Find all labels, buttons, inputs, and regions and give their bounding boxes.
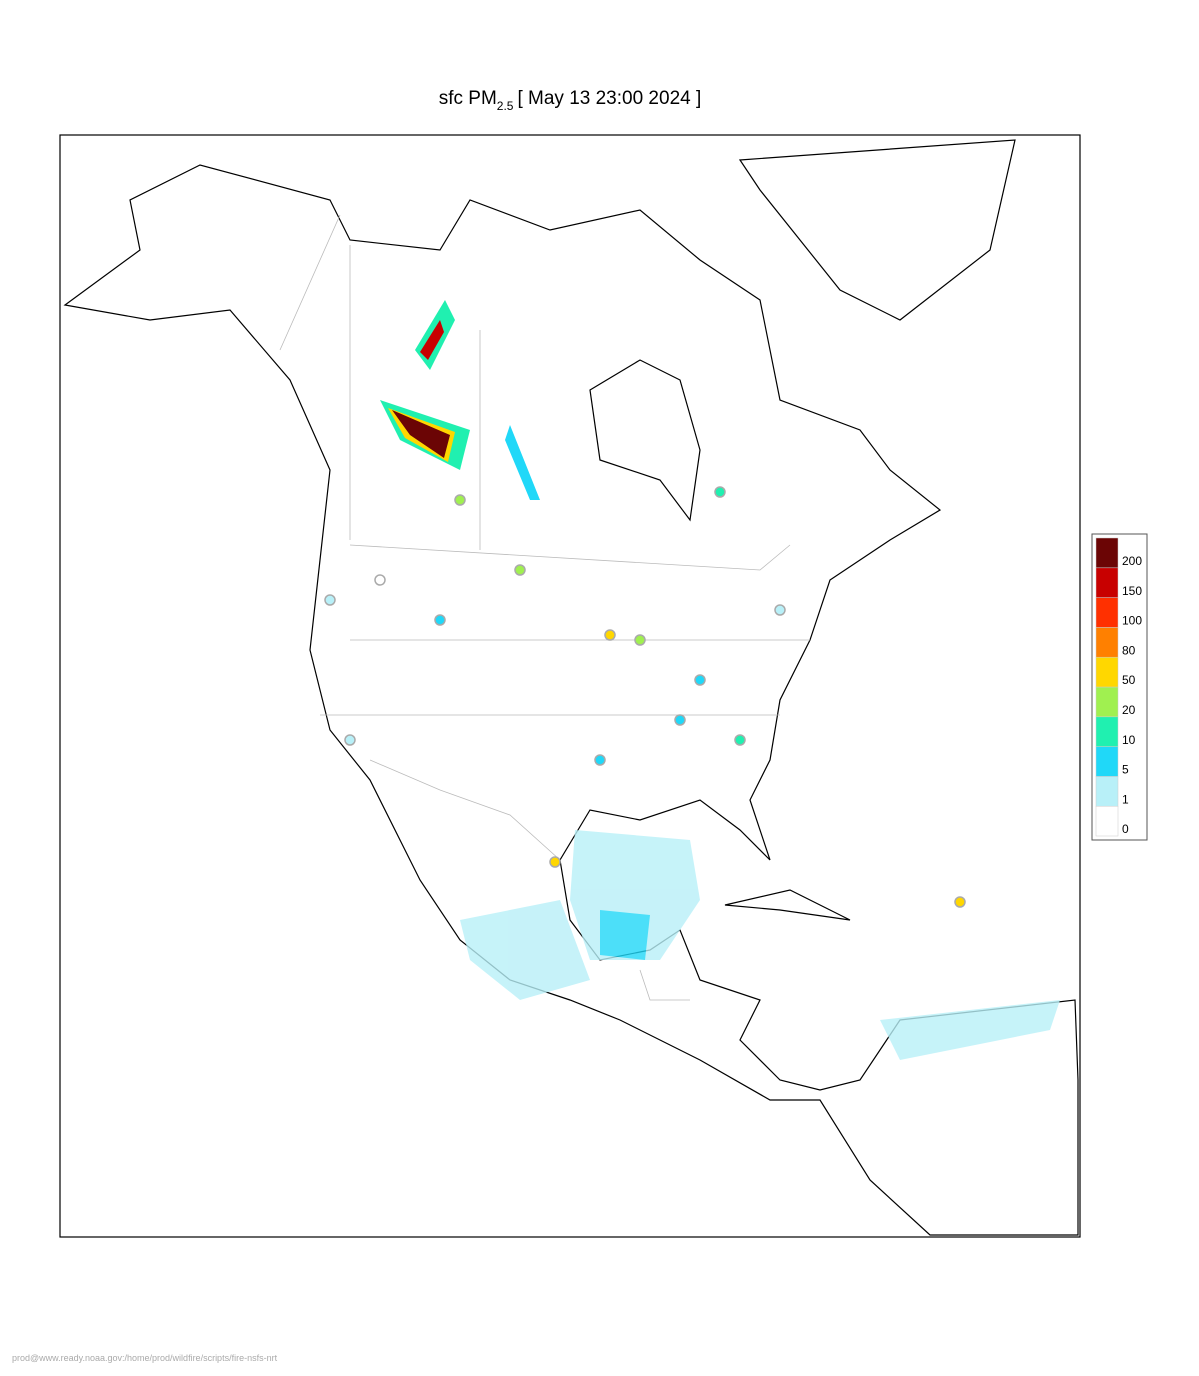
colorbar-label: 200 <box>1122 554 1142 568</box>
colorbar-box <box>1095 776 1119 807</box>
colorbar-box <box>1095 567 1119 598</box>
colorbar-label: 1 <box>1122 792 1129 806</box>
greenland <box>738 139 1016 321</box>
colorbar-box <box>1095 597 1119 628</box>
colorbar-box <box>1095 686 1119 718</box>
smoke-plume <box>380 300 540 500</box>
hudson-bay <box>589 359 701 522</box>
footer-path: prod@www.ready.noaa.gov:/home/prod/wildf… <box>12 1353 278 1363</box>
borders <box>279 214 810 1001</box>
colorbar-label: 0 <box>1122 822 1129 836</box>
haze <box>460 830 1060 1060</box>
map-title: sfc PM2.5[ May 13 23:00 2024 ] <box>439 88 702 113</box>
colorbar-label: 5 <box>1122 763 1129 777</box>
colorbar-label: 150 <box>1122 584 1142 598</box>
colorbar-label: 100 <box>1122 614 1142 628</box>
stations <box>324 486 966 908</box>
colorbar-label: 10 <box>1122 733 1136 747</box>
title-subscript: 2.5 <box>497 99 514 113</box>
title-suffix: [ May 13 23:00 2024 ] <box>517 88 701 109</box>
colorbar-box <box>1095 627 1119 658</box>
map <box>59 134 1081 1238</box>
colorbar-box <box>1095 537 1119 569</box>
colorbar-box <box>1095 716 1119 747</box>
colorbar-label: 20 <box>1122 703 1136 717</box>
colorbar-box <box>1095 805 1119 837</box>
colorbar: 0 1 5 10 20 50 80 100 150 200 <box>1091 533 1148 841</box>
colorbar-label: 80 <box>1122 643 1136 657</box>
colorbar-label: 50 <box>1122 673 1136 687</box>
colorbar-box <box>1095 746 1119 777</box>
cuba <box>724 889 851 921</box>
title-prefix: sfc PM <box>439 88 497 109</box>
colorbar-box <box>1095 656 1119 688</box>
